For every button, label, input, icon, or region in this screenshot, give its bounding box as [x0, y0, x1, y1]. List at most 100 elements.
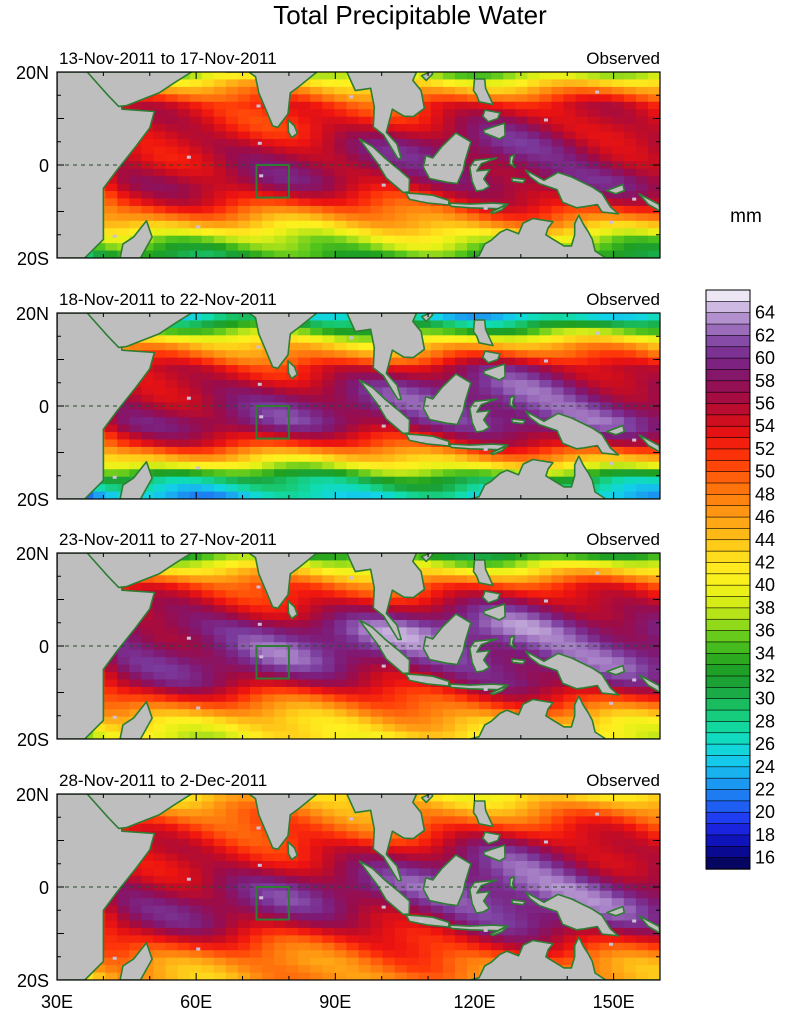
tpw-cell: [105, 484, 118, 493]
tpw-cell: [382, 146, 396, 155]
tpw-cell: [430, 972, 444, 980]
land-sri-lanka: [287, 360, 299, 380]
tpw-cell: [225, 394, 239, 403]
tpw-cell: [165, 905, 179, 914]
tpw-cell: [442, 446, 456, 455]
tpw-cell: [647, 243, 660, 252]
tpw-cell: [660, 221, 673, 229]
tpw-cell: [310, 942, 323, 951]
tpw-cell: [611, 469, 625, 478]
tpw-cell: [346, 131, 360, 140]
tpw-cell: [237, 634, 251, 643]
tpw-cell: [454, 469, 468, 478]
tpw-cell: [153, 109, 167, 118]
tpw-cell: [358, 627, 372, 636]
tpw-cell: [274, 942, 287, 951]
tpw-cell: [406, 461, 420, 470]
tpw-cell: [274, 439, 287, 448]
tpw-cell: [454, 942, 468, 951]
tpw-cell: [563, 694, 577, 703]
tpw-cell: [358, 372, 372, 381]
missing-data-speck: [595, 90, 600, 94]
tpw-cell: [201, 335, 215, 344]
tpw-cell: [322, 116, 335, 125]
tpw-cell: [153, 612, 167, 621]
tpw-cell: [153, 461, 167, 470]
tpw-cell: [274, 898, 287, 907]
tpw-cell: [177, 131, 191, 140]
tpw-cell: [515, 146, 528, 155]
tpw-cell: [201, 935, 215, 944]
tpw-cell: [237, 235, 251, 244]
land-sulawesi: [469, 157, 498, 192]
tpw-cell: [406, 365, 420, 374]
tpw-cell: [467, 454, 480, 463]
tpw-cell: [430, 454, 444, 463]
tpw-cell: [467, 72, 480, 81]
tpw-cell: [201, 686, 215, 695]
tpw-cell: [430, 86, 444, 95]
tpw-cell: [117, 409, 130, 418]
tpw-cell: [370, 484, 384, 493]
missing-data-speck: [186, 396, 191, 400]
tpw-cell: [225, 612, 239, 621]
tpw-cell: [587, 205, 601, 214]
tpw-cell: [515, 694, 528, 703]
tpw-cell: [467, 432, 480, 441]
tpw-cell: [334, 619, 348, 628]
tpw-cell: [249, 109, 263, 118]
tpw-cell: [298, 176, 311, 185]
tpw-cell: [334, 905, 348, 914]
tpw-cell: [623, 138, 637, 147]
tpw-cell: [503, 213, 516, 222]
tpw-cell: [298, 124, 311, 133]
tpw-cell: [237, 664, 251, 673]
tpw-cell: [165, 731, 179, 739]
tpw-cell: [225, 191, 239, 200]
tpw-cell: [141, 394, 155, 403]
tpw-cell: [587, 101, 601, 110]
tpw-cell: [467, 731, 480, 739]
tpw-cell: [491, 86, 504, 95]
tpw-cell: [660, 598, 673, 606]
tpw-cell: [213, 582, 227, 591]
tpw-cell: [647, 476, 660, 485]
tpw-cell: [418, 124, 432, 133]
tpw-cell: [165, 634, 179, 643]
tpw-cell: [406, 716, 420, 725]
tpw-cell: [322, 905, 335, 914]
tpw-cell: [442, 342, 456, 351]
tpw-cell: [382, 950, 396, 959]
tpw-cell: [623, 619, 637, 628]
tpw-cell: [551, 101, 565, 110]
tpw-cell: [225, 890, 239, 899]
tpw-cell: [647, 484, 660, 493]
tpw-cell: [177, 838, 191, 847]
tpw-cell: [515, 575, 528, 584]
tpw-cell: [563, 560, 577, 569]
tpw-cell: [189, 86, 203, 95]
tpw-cell: [177, 327, 191, 336]
tpw-cell: [310, 101, 323, 110]
tpw-cell: [310, 213, 323, 222]
tpw-cell: [237, 417, 251, 426]
tpw-cell: [442, 250, 456, 258]
tpw-cell: [467, 950, 480, 959]
tpw-cell: [322, 634, 335, 643]
tpw-cell: [274, 461, 287, 470]
tpw-cell: [515, 664, 528, 673]
tpw-cell: [599, 432, 613, 441]
tpw-cell: [177, 816, 191, 825]
tpw-cell: [430, 808, 444, 817]
tpw-cell: [370, 213, 384, 222]
tpw-cell: [225, 657, 239, 666]
tpw-cell: [165, 146, 179, 155]
tpw-cell: [647, 131, 660, 140]
tpw-cell: [587, 138, 601, 147]
tpw-cell: [189, 875, 203, 884]
tpw-cell: [322, 605, 335, 614]
tpw-cell: [310, 927, 323, 936]
tpw-cell: [286, 461, 299, 470]
tpw-cell: [237, 79, 251, 88]
tpw-cell: [165, 927, 179, 936]
